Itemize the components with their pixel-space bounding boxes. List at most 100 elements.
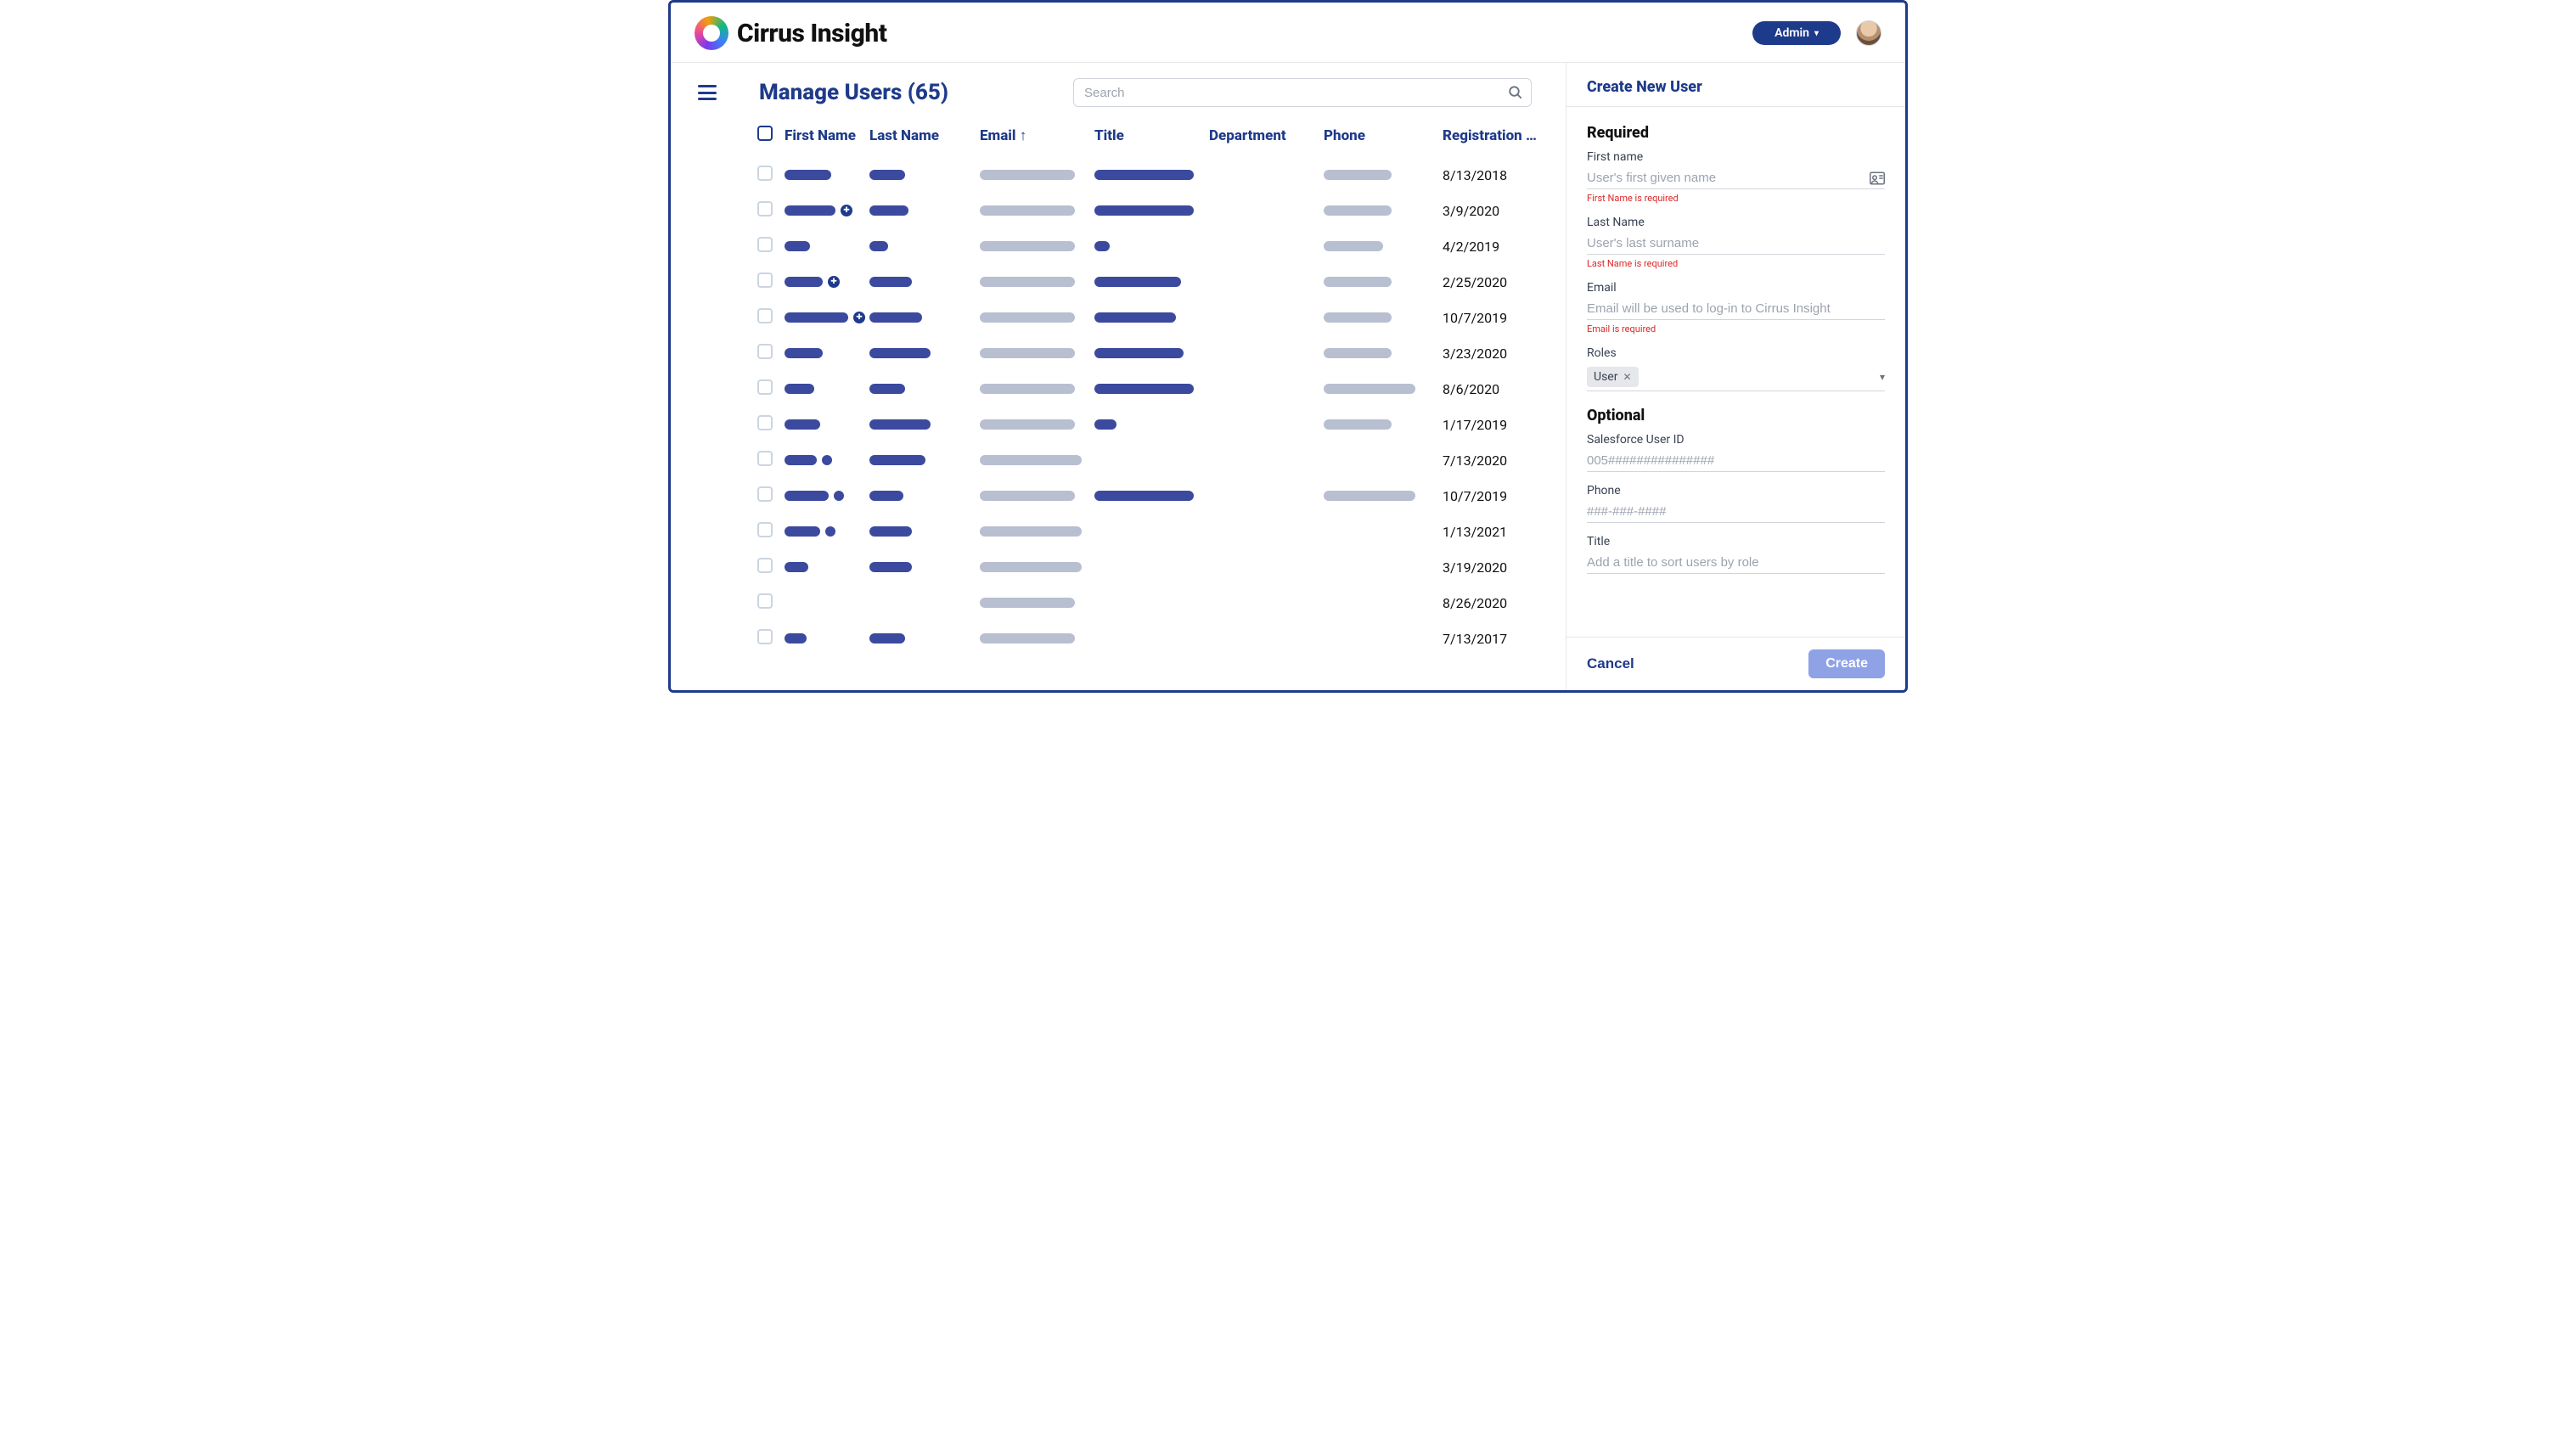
row-checkbox[interactable] (757, 308, 773, 323)
col-email[interactable]: Email (975, 115, 1089, 157)
cell-email (975, 300, 1089, 335)
cell-registration: 10/7/2019 (1437, 478, 1548, 514)
cell-first-name (779, 621, 864, 656)
phone-label: Phone (1587, 484, 1885, 497)
email-input[interactable] (1587, 301, 1885, 316)
last-name-label: Last Name (1587, 216, 1885, 229)
topbar-right: Admin ▾ (1752, 20, 1881, 46)
row-checkbox[interactable] (757, 593, 773, 609)
cell-first-name (779, 549, 864, 585)
first-name-input[interactable] (1587, 171, 1870, 185)
create-user-panel: Create New User Required First name Firs… (1566, 63, 1905, 690)
row-checkbox[interactable] (757, 522, 773, 537)
table-row: 3/23/2020 (752, 335, 1556, 371)
cell-last-name (864, 442, 975, 478)
row-checkbox[interactable] (757, 451, 773, 466)
cell-registration: 2/25/2020 (1437, 264, 1548, 300)
cell-department (1204, 264, 1319, 300)
phone-input[interactable] (1587, 504, 1885, 519)
cell-email (975, 371, 1089, 407)
top-bar: Cirrus Insight Admin ▾ (671, 3, 1905, 63)
cell-department (1204, 407, 1319, 442)
col-registration[interactable]: Registration … (1437, 115, 1548, 157)
cell-department (1204, 300, 1319, 335)
select-all-checkbox[interactable] (757, 126, 773, 141)
email-label: Email (1587, 281, 1885, 295)
cell-first-name (779, 335, 864, 371)
row-checkbox[interactable] (757, 273, 773, 288)
col-phone[interactable]: Phone (1319, 115, 1437, 157)
row-checkbox[interactable] (757, 486, 773, 502)
sf-id-input[interactable] (1587, 453, 1885, 468)
role-chip[interactable]: User ✕ (1587, 367, 1639, 387)
cell-title (1089, 335, 1204, 371)
row-checkbox[interactable] (757, 629, 773, 644)
cell-first-name (779, 157, 864, 193)
contact-card-icon (1870, 171, 1885, 185)
last-name-input[interactable] (1587, 236, 1885, 250)
brand-name: Cirrus Insight (737, 19, 886, 48)
cell-last-name (864, 407, 975, 442)
cell-title (1089, 157, 1204, 193)
sf-id-label: Salesforce User ID (1587, 433, 1885, 447)
panel-body: Required First name First Name is requir… (1566, 107, 1905, 637)
col-first-name[interactable]: First Name (779, 115, 864, 157)
cell-email (975, 478, 1089, 514)
cell-email (975, 549, 1089, 585)
cell-first-name (779, 371, 864, 407)
cell-registration: 8/6/2020 (1437, 371, 1548, 407)
row-checkbox[interactable] (757, 237, 773, 252)
cell-email (975, 264, 1089, 300)
row-badge-icon: ✚ (828, 276, 840, 288)
menu-toggle-button[interactable] (698, 85, 717, 100)
cell-last-name (864, 335, 975, 371)
cell-title (1089, 371, 1204, 407)
cell-title (1089, 585, 1204, 621)
first-name-field: First name First Name is required (1587, 150, 1885, 204)
row-checkbox[interactable] (757, 415, 773, 430)
cell-first-name (779, 228, 864, 264)
cell-registration: 7/13/2020 (1437, 442, 1548, 478)
row-checkbox[interactable] (757, 201, 773, 216)
cell-registration: 1/17/2019 (1437, 407, 1548, 442)
title-input[interactable] (1587, 555, 1885, 570)
row-checkbox[interactable] (757, 558, 773, 573)
cell-title (1089, 442, 1204, 478)
col-title[interactable]: Title (1089, 115, 1204, 157)
row-checkbox[interactable] (757, 344, 773, 359)
search-wrap (1073, 78, 1532, 107)
col-department[interactable]: Department (1204, 115, 1319, 157)
role-chip-remove-icon[interactable]: ✕ (1623, 371, 1631, 383)
cell-registration: 3/23/2020 (1437, 335, 1548, 371)
cell-title (1089, 300, 1204, 335)
admin-menu-button[interactable]: Admin ▾ (1752, 21, 1841, 45)
col-last-name[interactable]: Last Name (864, 115, 975, 157)
table-row: 4/2/2019 (752, 228, 1556, 264)
cell-department (1204, 585, 1319, 621)
table-row: ✚10/7/2019 (752, 300, 1556, 335)
row-checkbox[interactable] (757, 166, 773, 181)
cell-email (975, 407, 1089, 442)
cell-phone (1319, 371, 1437, 407)
cell-title (1089, 193, 1204, 228)
user-avatar[interactable] (1856, 20, 1881, 46)
cell-department (1204, 335, 1319, 371)
cell-last-name (864, 371, 975, 407)
row-badge-icon: ✚ (853, 312, 865, 323)
cancel-button[interactable]: Cancel (1587, 655, 1634, 672)
cell-first-name (779, 514, 864, 549)
cell-title (1089, 514, 1204, 549)
cell-email (975, 193, 1089, 228)
search-input[interactable] (1073, 78, 1532, 107)
panel-footer: Cancel Create (1566, 637, 1905, 690)
role-chip-label: User (1594, 370, 1617, 384)
cell-phone (1319, 228, 1437, 264)
title-label: Title (1587, 535, 1885, 548)
create-button[interactable]: Create (1808, 649, 1885, 678)
chevron-down-icon: ▾ (1880, 371, 1885, 383)
search-icon (1508, 85, 1523, 100)
cell-last-name (864, 585, 975, 621)
cell-email (975, 514, 1089, 549)
row-checkbox[interactable] (757, 379, 773, 395)
roles-select[interactable]: User ✕ ▾ (1587, 363, 1885, 391)
